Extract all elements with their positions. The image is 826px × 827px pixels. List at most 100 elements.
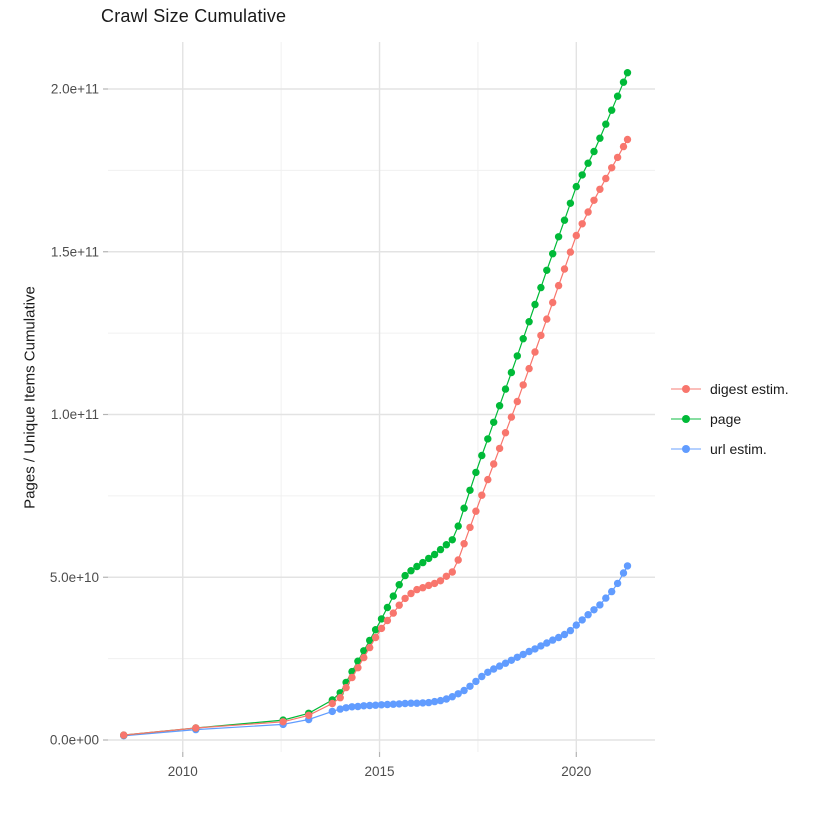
x-tick-label: 2020 [561, 764, 591, 779]
data-point [401, 594, 409, 603]
data-point [466, 682, 474, 690]
data-point [613, 92, 622, 100]
data-point [578, 220, 586, 228]
legend-entry-page: page [669, 408, 789, 429]
data-point [336, 705, 344, 713]
chart-title: Crawl Size Cumulative [101, 6, 287, 26]
data-point [442, 572, 451, 580]
data-point [513, 352, 521, 360]
data-point [501, 385, 510, 393]
data-point [519, 335, 527, 343]
data-point [525, 364, 533, 373]
data-point [371, 626, 380, 634]
data-point [436, 577, 445, 585]
data-point [572, 621, 580, 629]
y-tick-label: 0.0e+00 [50, 733, 99, 748]
data-point [578, 616, 586, 624]
data-point [454, 556, 462, 564]
data-point [460, 540, 468, 548]
data-point [513, 653, 521, 661]
data-point [602, 174, 610, 183]
data-point [490, 418, 498, 426]
data-point [348, 703, 356, 711]
data-point [448, 536, 456, 544]
data-point [366, 643, 374, 652]
data-point [501, 429, 510, 437]
data-point [454, 690, 462, 698]
data-point [602, 120, 610, 128]
y-tick-label: 1.5e+11 [51, 244, 99, 259]
data-point [419, 699, 427, 707]
data-point [460, 686, 468, 695]
legend-entry-digest-estim: digest estim. [669, 378, 789, 399]
data-point [328, 707, 336, 716]
x-tick-label: 2015 [365, 764, 395, 779]
data-point [596, 134, 604, 142]
data-point [554, 633, 563, 642]
data-point [360, 653, 368, 662]
data-point [531, 348, 539, 356]
y-tick-label: 2.0e+11 [51, 82, 99, 97]
data-point [537, 642, 545, 650]
data-point [549, 298, 557, 307]
data-point [478, 672, 486, 681]
data-point [507, 413, 516, 421]
legend-key-point [682, 444, 690, 453]
data-point [448, 693, 456, 701]
data-point [348, 673, 356, 682]
data-point [395, 700, 403, 708]
data-point [519, 650, 527, 659]
data-point [442, 695, 451, 703]
data-point [490, 460, 498, 468]
data-point [419, 558, 427, 567]
data-point [336, 694, 344, 702]
data-point [395, 581, 403, 589]
data-point [389, 592, 397, 600]
data-point [413, 562, 421, 571]
data-point [407, 567, 415, 575]
data-point [442, 541, 451, 549]
data-point [328, 699, 336, 708]
data-point [425, 554, 433, 563]
data-point [279, 718, 287, 726]
data-point [531, 300, 539, 309]
data-point [608, 587, 616, 596]
data-point [389, 609, 397, 617]
data-point [495, 444, 504, 453]
data-point [401, 571, 409, 580]
data-point [549, 250, 557, 258]
data-point [560, 265, 569, 273]
data-point [120, 731, 128, 739]
data-point [501, 659, 510, 667]
data-point [613, 153, 622, 162]
data-point [566, 626, 575, 635]
data-point [560, 216, 569, 224]
data-point [389, 700, 397, 708]
data-point [525, 318, 533, 326]
data-point [554, 233, 563, 241]
data-point [366, 636, 374, 645]
data-point [395, 601, 403, 609]
data-point [466, 486, 474, 494]
data-point [602, 594, 610, 602]
data-point [354, 664, 362, 672]
data-point [584, 159, 592, 167]
legend-key-digest-icon [671, 384, 701, 393]
data-point [619, 142, 628, 151]
data-point [623, 562, 632, 570]
data-point [413, 585, 421, 594]
data-point [425, 698, 433, 707]
y-tick-label: 1.0e+11 [51, 407, 99, 422]
data-point [377, 615, 386, 623]
data-point [590, 147, 598, 156]
data-point [519, 381, 527, 389]
data-point [436, 545, 445, 554]
data-point [419, 584, 427, 592]
data-point [590, 196, 598, 204]
data-point [549, 636, 557, 644]
series-line-digestestim [123, 139, 629, 736]
data-point [371, 701, 380, 709]
data-point [360, 647, 368, 655]
